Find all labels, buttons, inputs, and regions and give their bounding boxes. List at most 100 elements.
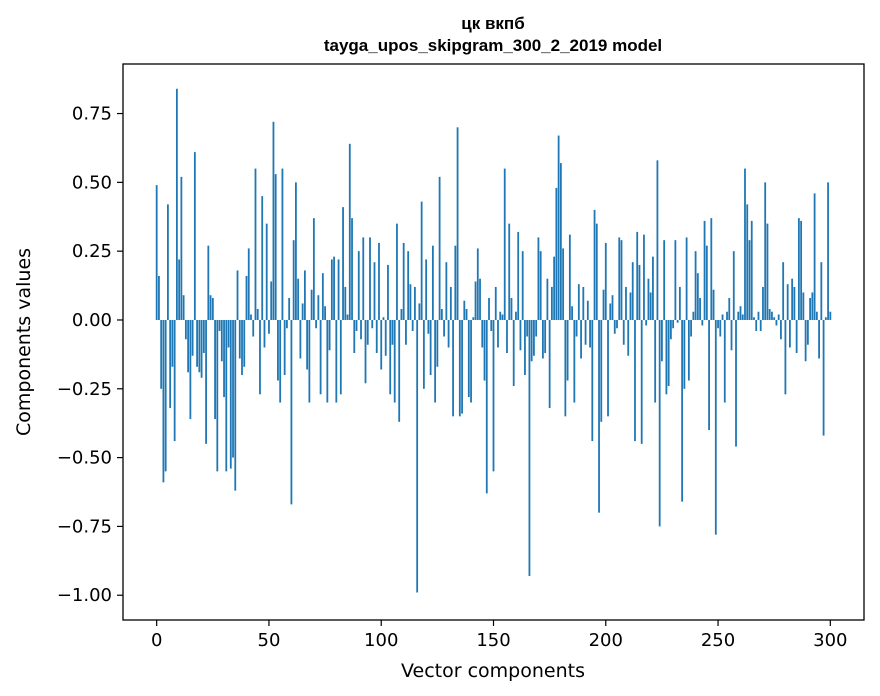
bar [611,295,614,320]
bar [627,319,630,356]
bar [283,319,286,376]
bar [708,319,710,431]
bar [535,319,538,337]
bar [669,319,672,340]
bar [672,319,675,329]
bar [548,319,551,409]
bar [640,319,643,444]
bar [829,311,832,320]
bar [809,297,812,320]
bar [586,300,589,320]
bar [472,317,475,320]
bar [391,319,394,345]
bar [456,127,459,320]
bar [634,319,636,442]
bar [757,311,760,320]
bar [604,242,607,320]
bar [380,319,383,370]
bar [317,295,320,320]
bar [591,319,594,442]
bar [476,248,479,320]
bar [238,319,241,359]
y-tick-label: 0.75 [72,104,112,125]
bar [602,289,605,320]
bar [243,319,246,367]
bar [562,248,565,320]
bar [321,273,324,320]
bar [647,278,650,320]
bar [508,223,511,320]
bar [164,319,167,472]
bar [193,152,196,320]
bar [409,284,412,320]
bar [232,319,234,458]
bar [786,284,789,320]
bar [694,251,697,320]
bar [732,251,735,320]
x-ticks: 0 50 100 150 200 250 300 [151,620,847,651]
bar [546,278,549,320]
bar [279,319,282,403]
bar [663,240,666,320]
bar [326,319,329,403]
bar [820,262,823,320]
bar [539,251,542,320]
bar [335,319,338,403]
bar [184,319,187,340]
bar [638,264,641,320]
bar [216,319,219,472]
bar [474,281,477,320]
bar [676,319,679,323]
bar [580,319,582,359]
bar [759,319,762,331]
bar [310,289,313,320]
bar [328,319,331,351]
bar [501,314,504,320]
bar [530,319,533,362]
bar [497,319,499,348]
bar [804,319,807,362]
bar [324,306,326,320]
bar [470,319,472,403]
bar [211,297,214,320]
bar [782,262,785,320]
bar [295,182,297,320]
bars-group [155,88,832,593]
bar [656,160,659,320]
bar [202,319,205,354]
bar [533,319,535,356]
bar [613,319,616,334]
bar [818,319,820,359]
bar [692,311,695,320]
bar [355,319,358,331]
bar [494,286,497,320]
bar [652,256,654,320]
bar [654,319,657,403]
bar [789,319,791,348]
bar [701,319,704,326]
bar [180,176,183,320]
bar [735,319,737,447]
bar [730,319,733,351]
bar [158,275,160,320]
bar [299,319,302,359]
bar [288,297,291,320]
bar [719,319,722,337]
bar [449,286,452,320]
bar [723,319,726,403]
bar [292,240,295,320]
bar [815,311,818,320]
bar [780,319,782,340]
bar [422,319,425,389]
bar [550,286,553,320]
chart-title: цк вкпб [461,14,524,33]
bar [247,248,250,320]
bar [636,231,639,320]
bar [573,319,576,403]
x-tick-label: 150 [476,630,510,651]
bar [687,319,690,381]
bar [582,286,585,320]
bar [517,231,520,320]
bar [427,319,430,334]
